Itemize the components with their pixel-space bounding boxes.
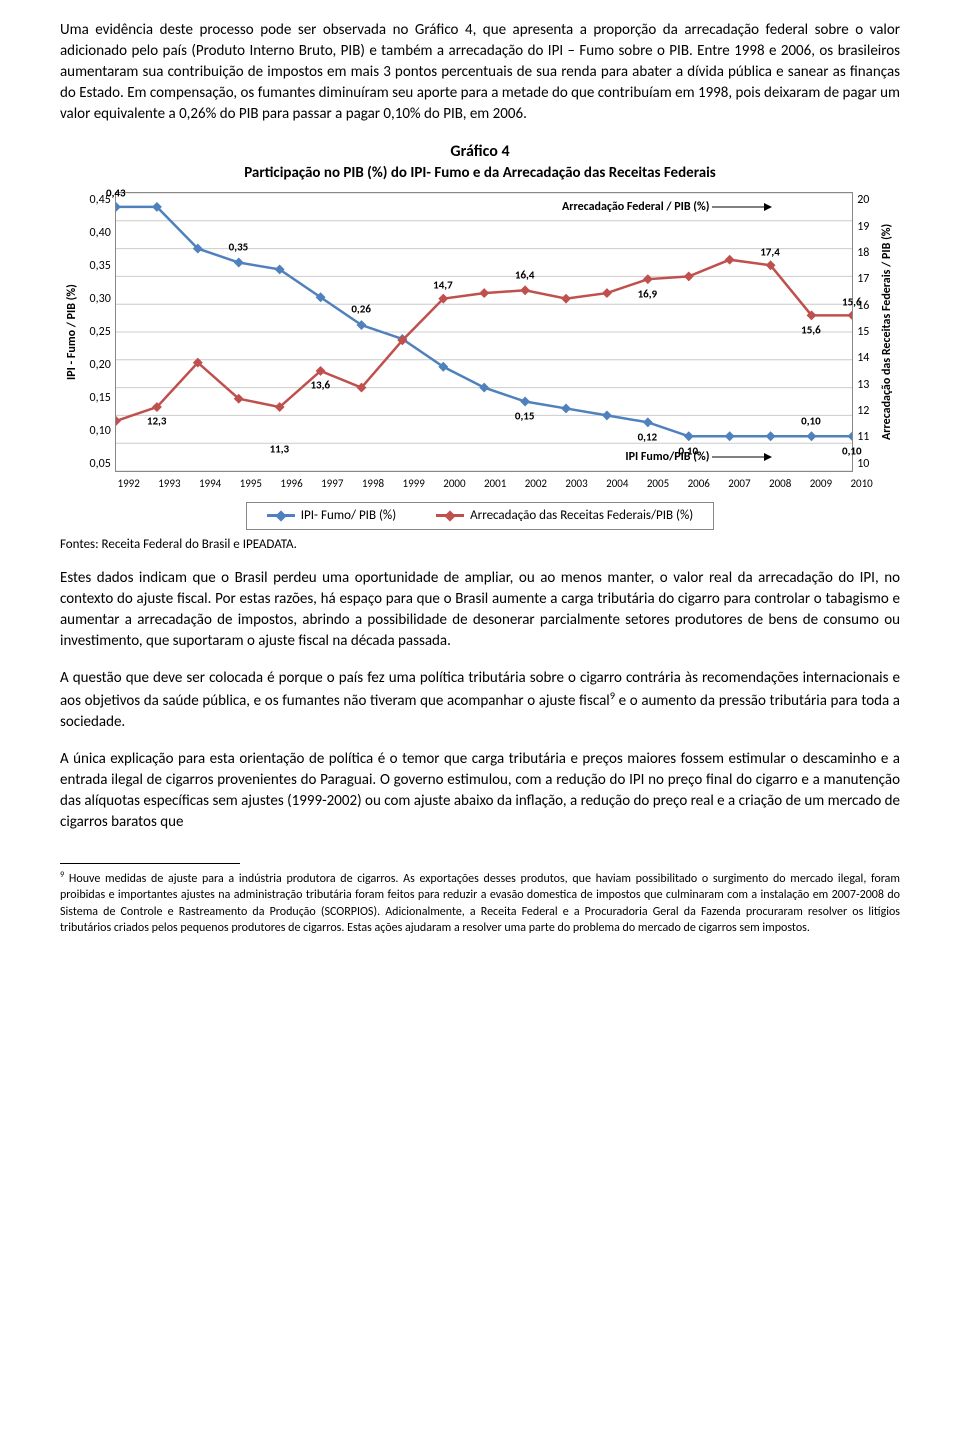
- x-tick: 2000: [443, 476, 444, 491]
- x-tick: 1995: [240, 476, 241, 491]
- y-left-tick: 0,35: [85, 258, 111, 275]
- chart-legend: IPI- Fumo/ PIB (%) Arrecadação das Receit…: [246, 502, 714, 530]
- footnote-separator: [60, 863, 240, 864]
- x-tick: 2006: [688, 476, 689, 491]
- y-right-tick: 10: [857, 456, 875, 473]
- x-tick: 1999: [403, 476, 404, 491]
- y-axis-right-label: Arrecadação das Receitas Federais / PIB …: [879, 192, 900, 472]
- y-right-tick: 20: [857, 192, 875, 209]
- chart-caption: Gráfico 4: [60, 141, 900, 163]
- chart-plot: Arrecadação Federal / PIB (%) IPI Fumo/P…: [115, 192, 853, 472]
- y-left-ticks: 0,45 0,40 0,35 0,30 0,25 0,20 0,15 0,10 0,05: [81, 192, 115, 472]
- y-left-tick: 0,25: [85, 324, 111, 341]
- chart-container: Participação no PIB (%) do IPI- Fumo e d…: [60, 163, 900, 530]
- y-right-tick: 11: [857, 429, 875, 446]
- y-right-tick: 13: [857, 377, 875, 394]
- y-left-tick: 0,05: [85, 456, 111, 473]
- y-right-tick: 16: [857, 298, 875, 315]
- y-right-tick: 14: [857, 350, 875, 367]
- body-paragraph-4: A única explicação para esta orientação …: [60, 749, 900, 833]
- x-tick: 1998: [362, 476, 363, 491]
- y-left-tick: 0,20: [85, 357, 111, 374]
- legend-item: IPI- Fumo/ PIB (%): [267, 507, 396, 525]
- footnote: 9 Houve medidas de ajuste para a indústr…: [60, 870, 900, 936]
- y-right-tick: 19: [857, 219, 875, 236]
- x-tick: 1997: [321, 476, 322, 491]
- y-left-tick: 0,30: [85, 291, 111, 308]
- x-tick: 2003: [565, 476, 566, 491]
- x-tick: 2002: [525, 476, 526, 491]
- x-axis-ticks: 1992 1993 1994 1995 1996 1997 1998 1999 2000 2001…: [118, 472, 852, 491]
- x-tick: 1993: [158, 476, 159, 491]
- x-tick: 2010: [850, 476, 851, 491]
- y-right-tick: 17: [857, 271, 875, 288]
- body-paragraph-3: A questão que deve ser colocada é porque…: [60, 668, 900, 733]
- x-tick: 2001: [484, 476, 485, 491]
- x-tick: 2004: [606, 476, 607, 491]
- x-tick: 2009: [810, 476, 811, 491]
- x-tick: 2005: [647, 476, 648, 491]
- x-tick: 1996: [280, 476, 281, 491]
- body-paragraph-2: Estes dados indicam que o Brasil perdeu …: [60, 568, 900, 652]
- y-right-tick: 18: [857, 245, 875, 262]
- intro-paragraph: Uma evidência deste processo pode ser ob…: [60, 20, 900, 125]
- x-tick: 2007: [728, 476, 729, 491]
- y-right-tick: 15: [857, 324, 875, 341]
- y-left-tick: 0,10: [85, 423, 111, 440]
- legend-item: Arrecadação das Receitas Federais/PIB (%…: [436, 507, 693, 525]
- y-axis-left-label: IPI - Fumo / PIB (%): [60, 192, 81, 472]
- y-left-tick: 0,15: [85, 390, 111, 407]
- x-tick: 1992: [118, 476, 119, 491]
- y-right-tick: 12: [857, 403, 875, 420]
- chart-source: Fontes: Receita Federal do Brasil e IPEA…: [60, 536, 900, 554]
- y-left-tick: 0,45: [85, 192, 111, 209]
- x-tick: 2008: [769, 476, 770, 491]
- chart-area: IPI - Fumo / PIB (%) 0,45 0,40 0,35 0,30 0,2…: [60, 192, 900, 472]
- x-tick: 1994: [199, 476, 200, 491]
- chart-title: Participação no PIB (%) do IPI- Fumo e d…: [60, 163, 900, 184]
- y-left-tick: 0,40: [85, 225, 111, 242]
- y-right-ticks: 20 19 18 17 16 15 14 13 12 11 10: [853, 192, 879, 472]
